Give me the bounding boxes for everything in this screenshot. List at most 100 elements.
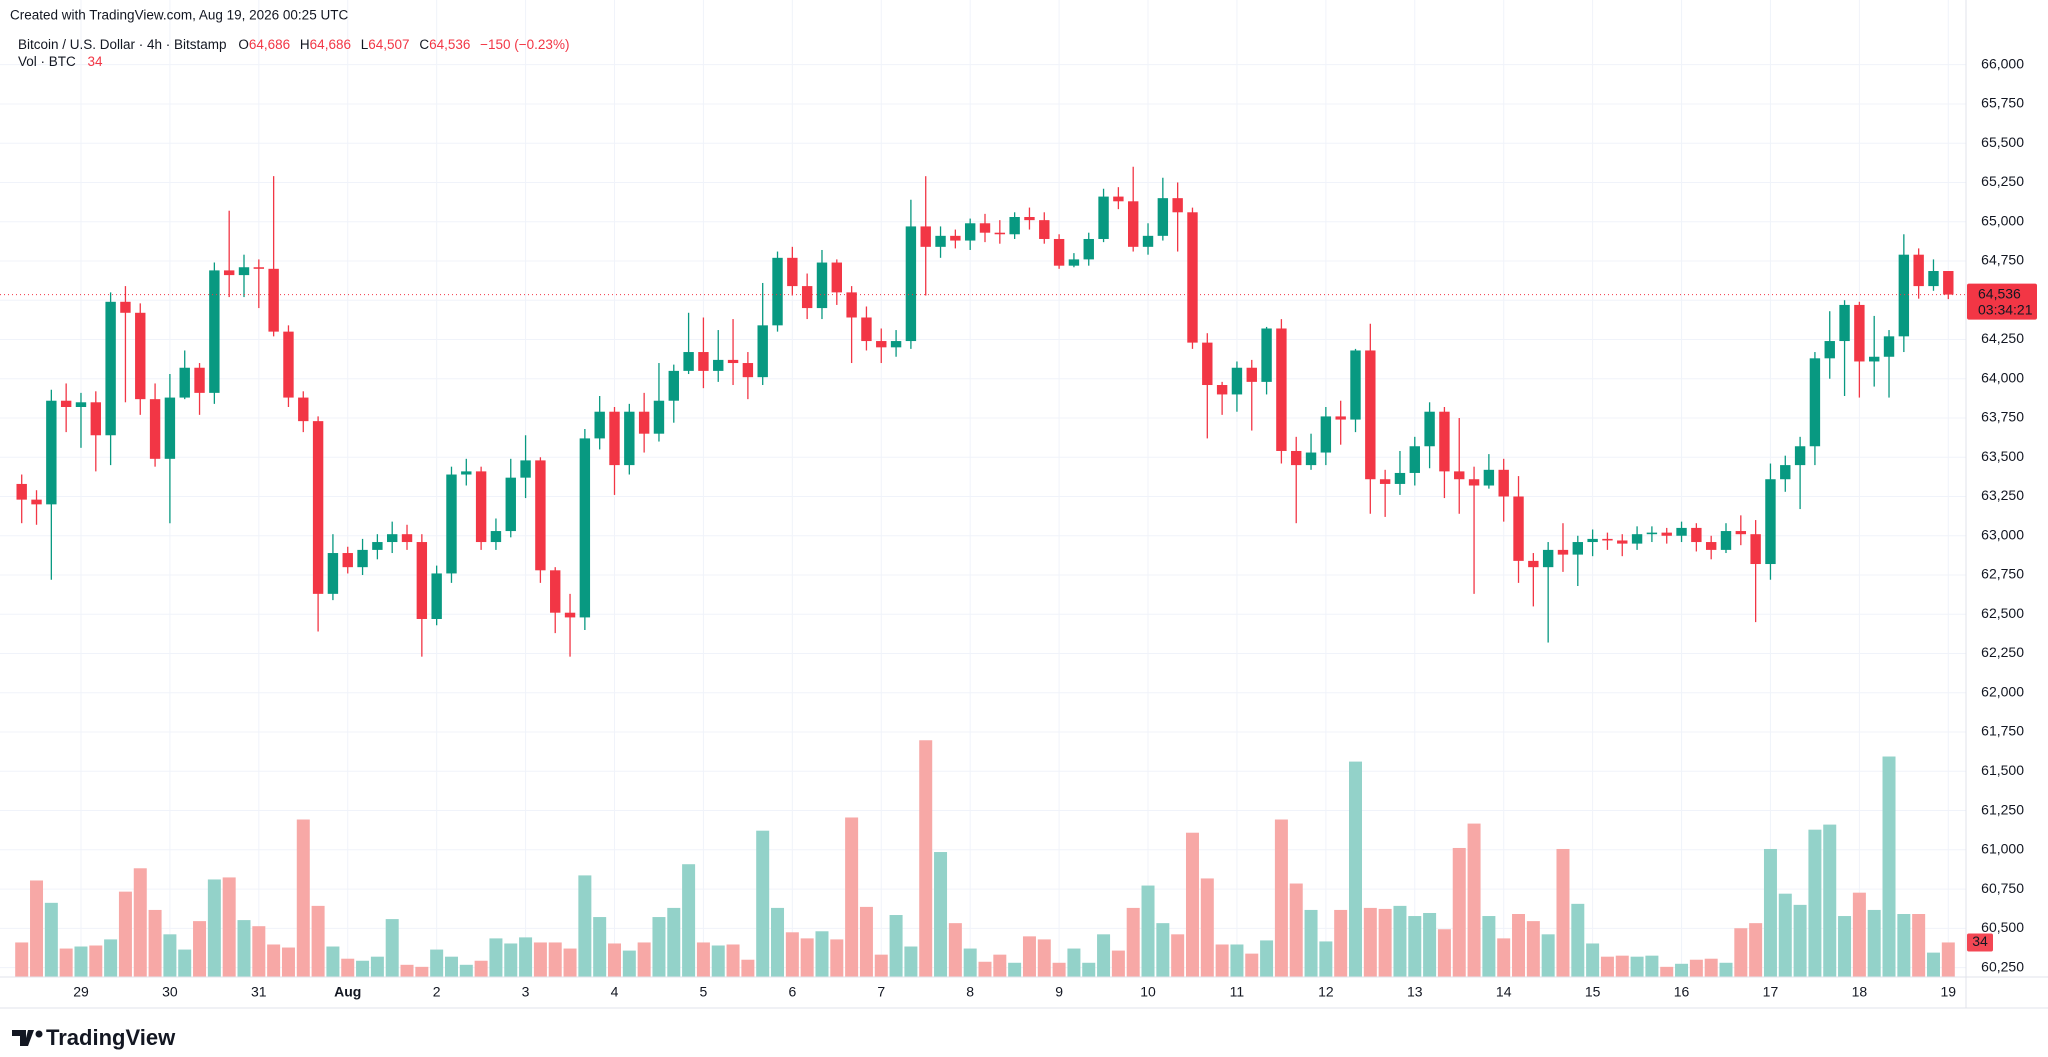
y-tick-label: 60,250 xyxy=(1981,958,2024,974)
candle-body xyxy=(223,270,235,276)
candle-body xyxy=(1335,416,1346,420)
candle-body xyxy=(950,235,961,241)
volume-bar xyxy=(1423,912,1437,977)
volume-bar xyxy=(1630,956,1644,977)
x-tick-label: 10 xyxy=(1140,984,1156,1000)
volume-bar xyxy=(400,964,414,977)
volume-bar xyxy=(889,915,903,977)
volume-bar xyxy=(489,938,503,977)
candle-body xyxy=(1617,540,1628,544)
candle-body xyxy=(1765,479,1776,565)
candle-body xyxy=(357,549,368,568)
candle-body xyxy=(683,352,694,371)
volume-bar xyxy=(563,948,577,977)
candle-body xyxy=(1854,304,1865,362)
volume-bar xyxy=(1126,907,1140,977)
volume-bar xyxy=(608,943,621,977)
volume-bar xyxy=(1215,944,1229,977)
volume-bar xyxy=(1349,761,1362,977)
candle-body xyxy=(1913,254,1924,287)
x-tick-label: 8 xyxy=(966,984,974,1000)
volume-bar xyxy=(1393,905,1407,977)
volume-bar xyxy=(252,926,266,977)
x-tick-label: 6 xyxy=(788,984,796,1000)
volume-bar xyxy=(652,917,666,977)
candle-body xyxy=(164,397,176,459)
volume-bar xyxy=(1200,878,1214,977)
candle-body xyxy=(579,438,591,618)
candle-body xyxy=(1350,350,1361,420)
volume-bar xyxy=(830,939,844,977)
candle-body xyxy=(60,400,72,407)
candle-body xyxy=(1483,469,1495,486)
candle-body xyxy=(520,460,531,478)
volume-bar xyxy=(1497,938,1511,977)
candle-body xyxy=(1720,531,1732,550)
candle-body xyxy=(920,226,931,247)
legend-o: O xyxy=(238,37,249,52)
volume-bar xyxy=(430,949,444,977)
candle-body xyxy=(846,292,857,318)
candle-body xyxy=(505,477,516,532)
candle-body xyxy=(535,460,546,571)
volume-bar xyxy=(1926,952,1940,977)
candle-body xyxy=(401,534,413,543)
y-tick-label: 65,250 xyxy=(1981,173,2024,189)
x-tick-label: 7 xyxy=(877,984,885,1000)
volume-bar xyxy=(1378,908,1392,977)
candle-body xyxy=(179,367,190,398)
volume-bar xyxy=(978,961,992,977)
candle-body xyxy=(1883,336,1895,357)
volume-bar xyxy=(267,944,281,977)
volume-bar xyxy=(1882,756,1896,977)
candle-body xyxy=(31,499,42,505)
legend-change: −150 (−0.23%) xyxy=(480,37,569,52)
y-tick-label: 63,250 xyxy=(1981,487,2024,503)
x-tick-label: 13 xyxy=(1407,984,1423,1000)
x-tick-label: 16 xyxy=(1674,984,1690,1000)
candle-body xyxy=(372,542,383,550)
candle-body xyxy=(594,411,605,439)
candle-body xyxy=(1320,416,1332,453)
candle-body xyxy=(994,232,1006,235)
candle-body xyxy=(446,474,457,574)
volume-bar xyxy=(1571,903,1585,977)
candle-body xyxy=(742,363,754,378)
candle-body xyxy=(609,411,620,466)
candle-body xyxy=(1365,350,1376,480)
candle-body xyxy=(1439,411,1450,472)
volume-bar xyxy=(178,949,192,977)
candle-body xyxy=(1261,328,1272,382)
candle-body xyxy=(342,553,353,568)
y-tick-label: 64,250 xyxy=(1981,330,2024,346)
legend-h: H xyxy=(300,37,310,52)
candle-body xyxy=(268,268,279,332)
volume-bar xyxy=(726,944,740,977)
volume-bar xyxy=(934,852,948,977)
x-tick-label: 19 xyxy=(1941,984,1957,1000)
candle-body xyxy=(1676,527,1687,536)
volume-bar xyxy=(1749,923,1763,977)
volume-bar xyxy=(370,956,384,977)
candle-body xyxy=(1705,542,1717,550)
x-tick-label: 18 xyxy=(1852,984,1868,1000)
volume-bar xyxy=(519,937,533,977)
candle-body xyxy=(1157,198,1169,236)
candle-body xyxy=(1231,367,1243,395)
volume-bar xyxy=(593,917,607,977)
candle-body xyxy=(1142,235,1154,247)
volume-bar xyxy=(1082,962,1096,977)
legend-open: 64,686 xyxy=(249,37,290,52)
volume-bar xyxy=(356,960,370,977)
volume-bar xyxy=(148,909,162,977)
volume-bar xyxy=(533,942,547,977)
candle-body xyxy=(416,542,428,619)
volume-bar xyxy=(800,938,814,977)
last-price-box xyxy=(1967,283,2037,320)
volume-bar xyxy=(207,879,221,977)
candle-body xyxy=(861,317,872,342)
volume-bar xyxy=(311,905,325,977)
volume-bar xyxy=(1008,962,1022,977)
volume-bar xyxy=(1363,907,1377,977)
